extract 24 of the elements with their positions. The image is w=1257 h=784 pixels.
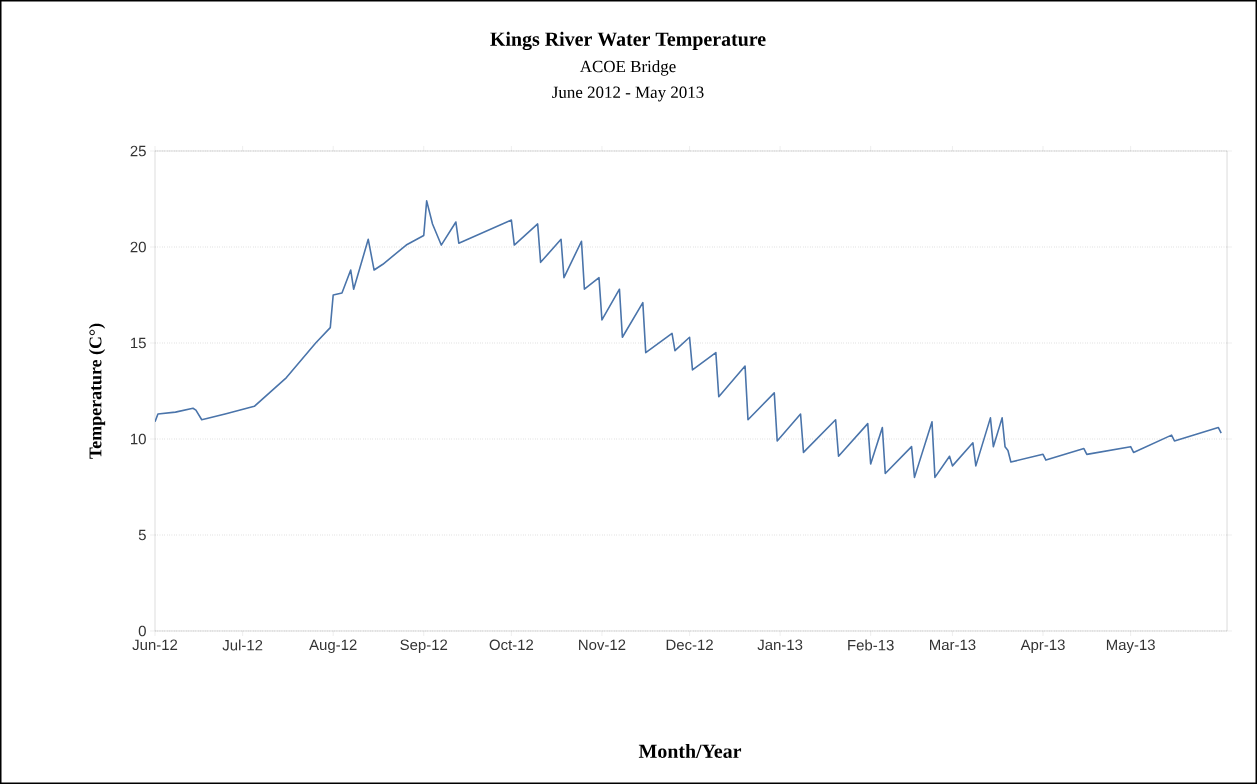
y-tick-label: 20	[130, 241, 146, 253]
x-tick-label: Nov-12	[579, 639, 626, 651]
chart-title: Kings River Water Temperature	[490, 31, 766, 51]
x-tick-label: May-13	[1106, 639, 1155, 654]
y-tick-label: 10	[131, 433, 146, 445]
x-tick-label: Aug-12	[309, 639, 357, 654]
y-tick-label: 25	[130, 145, 146, 157]
text: June 2012 - May 2013	[552, 86, 704, 102]
x-tick-label: Mar-13	[930, 639, 976, 651]
chart-subtitle: ACOE Bridge	[579, 60, 676, 76]
y-tick-label: 15	[131, 337, 146, 349]
y-axis-title: Temperature (C°)	[88, 323, 106, 459]
x-tick-label: Feb-13	[848, 639, 894, 651]
x-tick-label: Jan-13	[757, 639, 803, 651]
y-tick-label: 0	[138, 625, 146, 637]
x-axis-title: Month/Year	[638, 743, 742, 758]
y-tick-label: 5	[138, 529, 146, 541]
x-tick-label: Jul-12	[222, 639, 263, 651]
x-tick-label: Oct-12	[489, 639, 534, 651]
x-tick-label: Sep-12	[400, 639, 448, 654]
line-series	[155, 200, 1222, 479]
x-tick-label: Jun-12	[132, 639, 178, 651]
x-tick-label: Dec-12	[666, 639, 713, 651]
x-tick-label: Apr-13	[1020, 639, 1065, 654]
